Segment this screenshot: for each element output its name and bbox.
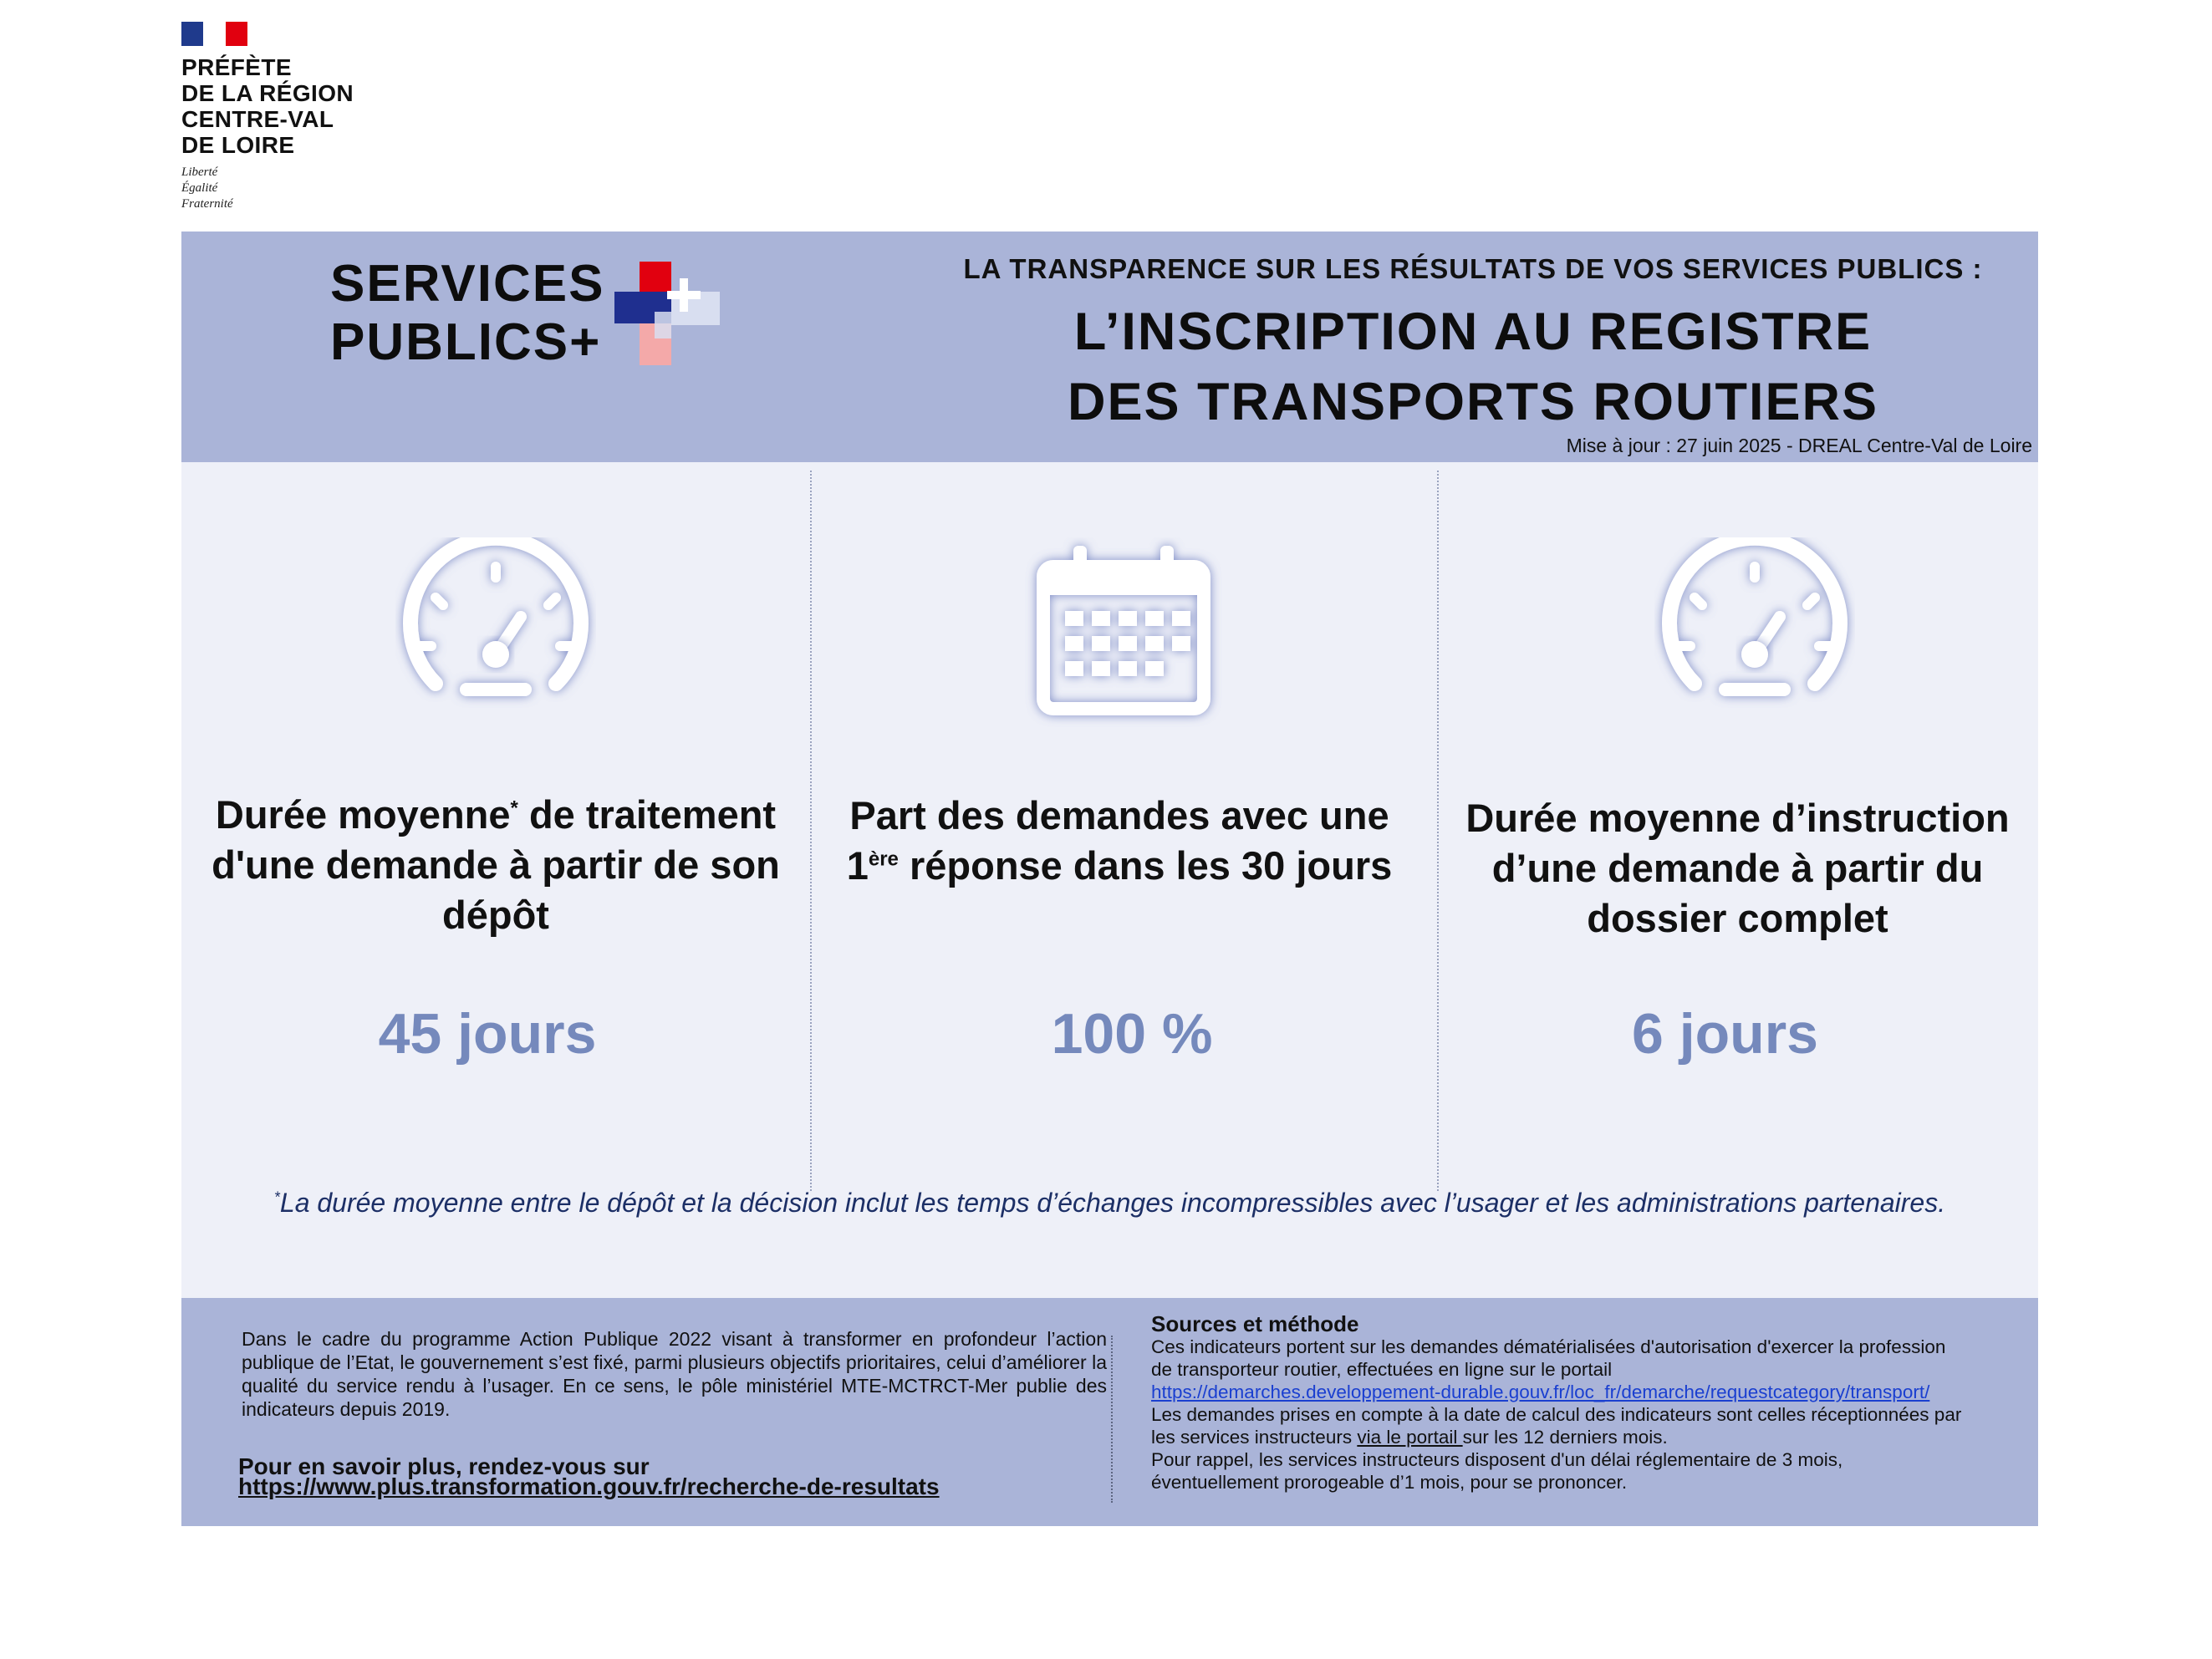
indicator-value: 45 jours (378, 1002, 597, 1066)
sources-text: éventuellement prorogeable d’1 mois, pou… (1151, 1472, 1628, 1493)
results-link[interactable]: https://www.plus.transformation.gouv.fr/… (238, 1473, 940, 1499)
speedometer-icon (395, 537, 596, 730)
sources-title: Sources et méthode (1151, 1311, 1359, 1336)
french-flag-icon (181, 22, 247, 46)
footnote: *La durée moyenne entre le dépôt et la d… (181, 1188, 2038, 1219)
indicator-label: Part des demandes avec une 1ère réponse … (802, 791, 1437, 891)
republic-motto: Liberté Égalité Fraternité (181, 165, 354, 212)
header-tagline: LA TRANSPARENCE SUR LES RÉSULTATS DE VOS… (963, 253, 1983, 284)
column-divider (1437, 471, 1439, 1191)
ordinal-suffix: ère (868, 847, 899, 871)
indicator-label-text: d’une demande à partir du (1491, 846, 1984, 890)
services-publics-cross-icon (614, 262, 723, 365)
page-title: L’INSCRIPTION AU REGISTRE DES TRANSPORTS… (946, 297, 2000, 437)
sources-text: Pour rappel, les services instructeurs d… (1151, 1449, 1843, 1470)
speedometer-icon (1654, 537, 1855, 730)
indicator-label-text: réponse dans les 30 jours (898, 843, 1393, 888)
indicator-value: 6 jours (1632, 1002, 1818, 1066)
indicator-label-text: 1 (846, 843, 869, 888)
motto-line: Fraternité (181, 197, 233, 211)
sources-text: Ces indicateurs portent sur les demandes… (1151, 1336, 1946, 1357)
header-band: SERVICES PUBLICS+ LA TRANSPARENCE SUR LE… (181, 232, 2038, 462)
update-date: Mise à jour : 27 juin 2025 - DREAL Centr… (1566, 435, 2032, 456)
page-title-line: DES TRANSPORTS ROUTIERS (1067, 373, 1879, 431)
more-info-label: Pour en savoir plus, rendez-vous sur (238, 1453, 650, 1479)
sources-text: de transporteur routier, effectuées en l… (1151, 1359, 1613, 1380)
prefecture-name: PRÉFÈTE DE LA RÉGION CENTRE-VAL DE LOIRE (181, 54, 354, 158)
indicator-label-text: dépôt (442, 893, 549, 937)
indicator-card: Durée moyenne* de traitement d'une deman… (181, 462, 810, 1198)
brand-line: SERVICES (330, 255, 605, 313)
motto-line: Liberté (181, 165, 218, 179)
indicator-label-text: d'une demande à partir de son (212, 842, 780, 887)
prefecture-name-line: PRÉFÈTE (181, 54, 292, 80)
column-divider (810, 471, 812, 1191)
program-description: Dans le cadre du programme Action Publiq… (242, 1328, 1107, 1420)
indicator-label-text: dossier complet (1587, 896, 1888, 940)
motto-line: Égalité (181, 181, 218, 195)
footnote-text: La durée moyenne entre le dépôt et la dé… (279, 1188, 1946, 1218)
indicator-label: Durée moyenne* de traitement d'une deman… (181, 790, 810, 940)
sources-method: Sources et méthode Ces indicateurs porte… (1151, 1312, 2021, 1494)
page-title-line: L’INSCRIPTION AU REGISTRE (1073, 303, 1873, 361)
prefecture-name-line: DE LA RÉGION (181, 80, 354, 106)
indicator-label-text: Durée moyenne (215, 792, 511, 837)
indicator-label-text: Part des demandes avec une (849, 793, 1389, 837)
indicator-label-text: de traitement (528, 792, 777, 837)
more-info: Pour en savoir plus, rendez-vous sur htt… (238, 1453, 940, 1499)
indicator-label: Durée moyenne d’instruction d’une demand… (1437, 793, 2038, 944)
sources-text: les services instructeurs via le portail… (1151, 1426, 2021, 1448)
sources-text-part: sur les 12 derniers mois. (1462, 1427, 1668, 1448)
footnote-marker: * (510, 796, 518, 820)
indicator-card: Durée moyenne d’instruction d’une demand… (1437, 462, 2038, 1198)
sources-text-part: les services instructeurs (1151, 1427, 1358, 1448)
indicator-card: Part des demandes avec une 1ère réponse … (810, 462, 1437, 1198)
via-portal-link[interactable]: via le portail (1357, 1427, 1463, 1448)
footnote-marker: * (273, 1188, 280, 1206)
portal-link[interactable]: https://demarches.developpement-durable.… (1151, 1382, 1930, 1402)
brand-line: PUBLICS+ (330, 313, 602, 371)
footer-band: Dans le cadre du programme Action Publiq… (181, 1298, 2038, 1526)
indicator-label-text: Durée moyenne d’instruction (1465, 796, 2010, 840)
prefecture-name-line: CENTRE-VAL (181, 106, 334, 132)
calendar-icon (1023, 537, 1224, 730)
indicators-panel: Durée moyenne* de traitement d'une deman… (181, 462, 2038, 1298)
footer-divider (1111, 1336, 1113, 1503)
services-publics-brand: SERVICES PUBLICS+ (330, 255, 604, 372)
prefecture-name-line: DE LOIRE (181, 132, 295, 158)
sources-text: Les demandes prises en compte à la date … (1151, 1404, 1962, 1425)
indicator-value: 100 % (1051, 1002, 1213, 1066)
prefecture-logo: PRÉFÈTE DE LA RÉGION CENTRE-VAL DE LOIRE… (181, 22, 354, 212)
